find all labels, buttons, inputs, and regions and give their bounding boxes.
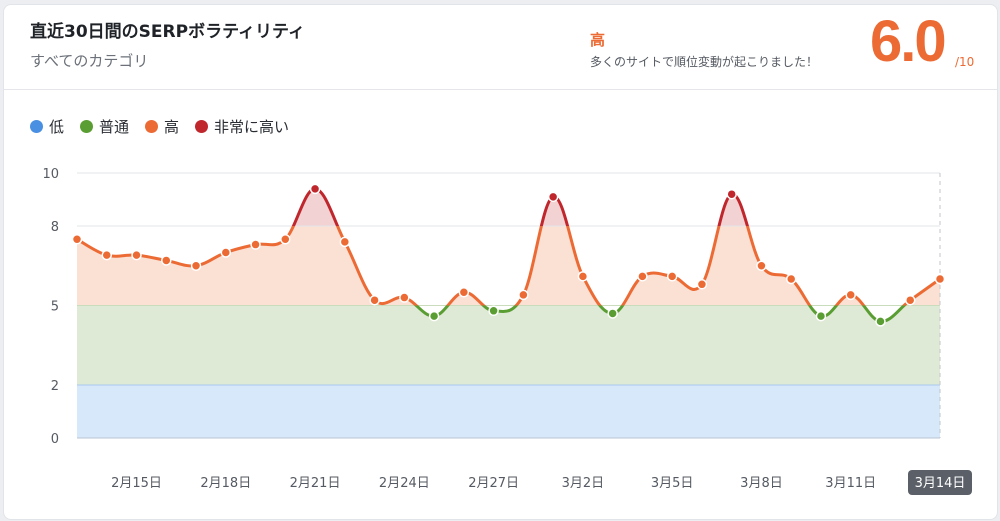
volatility-score: 6.0: [870, 9, 947, 74]
x-tick-label: 3月11日: [825, 476, 876, 491]
legend-label-very-high: 非常に高い: [214, 118, 290, 136]
data-point[interactable]: [756, 260, 767, 271]
data-point[interactable]: [71, 234, 83, 245]
x-tick-label: 2月24日: [379, 476, 430, 491]
volatility-message: 多くのサイトで順位変動が起こりました！: [590, 55, 819, 69]
y-tick-label: 0: [51, 432, 59, 447]
y-tick-label: 10: [42, 167, 59, 182]
data-point[interactable]: [518, 289, 529, 301]
data-point[interactable]: [934, 273, 946, 285]
data-point[interactable]: [547, 191, 559, 203]
data-point[interactable]: [488, 305, 499, 317]
x-tick-label: 2月15日: [111, 476, 162, 491]
legend-dot-very-high: [195, 120, 209, 133]
selected-date-label: 3月14日: [915, 476, 966, 491]
data-point[interactable]: [309, 183, 321, 195]
volatility-card: 直近30日間のSERPボラティリティ すべてのカテゴリ 高 多くのサイトで順位変…: [3, 4, 998, 520]
x-tick-label: 2月27日: [468, 476, 519, 491]
data-point[interactable]: [607, 308, 618, 319]
data-point[interactable]: [726, 188, 737, 200]
card-title: 直近30日間のSERPボラティリティ: [30, 22, 306, 42]
data-point[interactable]: [666, 271, 678, 282]
volatility-level-label: 高: [590, 31, 606, 49]
data-point[interactable]: [904, 294, 916, 306]
data-point[interactable]: [458, 287, 470, 298]
x-tick-label: 2月18日: [200, 476, 251, 491]
data-point[interactable]: [577, 271, 589, 282]
data-point[interactable]: [190, 260, 202, 271]
legend-item-very-high[interactable]: 非常に高い: [195, 116, 289, 137]
selected-date-pill[interactable]: [908, 470, 972, 495]
volatility-score-max: /10: [955, 55, 975, 69]
chart-legend: 低 普通 高 非常に高い: [30, 116, 305, 137]
data-point[interactable]: [220, 247, 232, 258]
legend-dot-low: [30, 120, 43, 133]
data-point[interactable]: [815, 310, 827, 322]
legend-label-low: 低: [49, 118, 65, 136]
data-point[interactable]: [845, 289, 856, 301]
data-point[interactable]: [131, 249, 142, 261]
legend-item-low[interactable]: 低: [30, 116, 64, 137]
band-high-fill: [77, 226, 940, 306]
y-tick-label: 8: [51, 220, 59, 235]
data-point[interactable]: [369, 294, 380, 306]
legend-dot-high: [145, 120, 159, 133]
band-very-high-fill: [77, 188, 940, 226]
data-point[interactable]: [428, 310, 440, 322]
band-low-fill: [77, 385, 940, 438]
legend-label-high: 高: [164, 118, 180, 136]
x-tick-label: 3月8日: [740, 476, 783, 491]
data-point[interactable]: [101, 249, 113, 261]
band-normal-fill: [77, 305, 940, 385]
y-tick-label: 2: [51, 379, 59, 394]
volatility-chart: 0 2 5 8 10 2月15日 2月18日 2月21日 2月24日 2月27日 3月2日 3月5日 3…: [42, 167, 972, 495]
data-point[interactable]: [161, 255, 172, 266]
data-point[interactable]: [250, 239, 261, 250]
data-point[interactable]: [875, 316, 886, 327]
data-point[interactable]: [399, 292, 410, 303]
x-tick-label: 2月21日: [290, 476, 341, 491]
legend-item-high[interactable]: 高: [145, 116, 179, 137]
legend-label-normal: 普通: [99, 118, 130, 136]
data-point[interactable]: [785, 273, 797, 285]
y-tick-label: 5: [51, 300, 59, 315]
data-point[interactable]: [280, 234, 291, 245]
legend-dot-normal: [80, 120, 94, 133]
category-label: すべてのカテゴリ: [30, 52, 149, 70]
data-point[interactable]: [637, 271, 648, 282]
legend-item-normal[interactable]: 普通: [80, 116, 129, 137]
data-point[interactable]: [696, 279, 708, 290]
data-point[interactable]: [339, 236, 351, 248]
x-tick-label: 3月2日: [562, 476, 605, 491]
x-tick-label: 3月5日: [651, 476, 694, 491]
card-header: 直近30日間のSERPボラティリティ すべてのカテゴリ 高 多くのサイトで順位変…: [4, 5, 997, 90]
